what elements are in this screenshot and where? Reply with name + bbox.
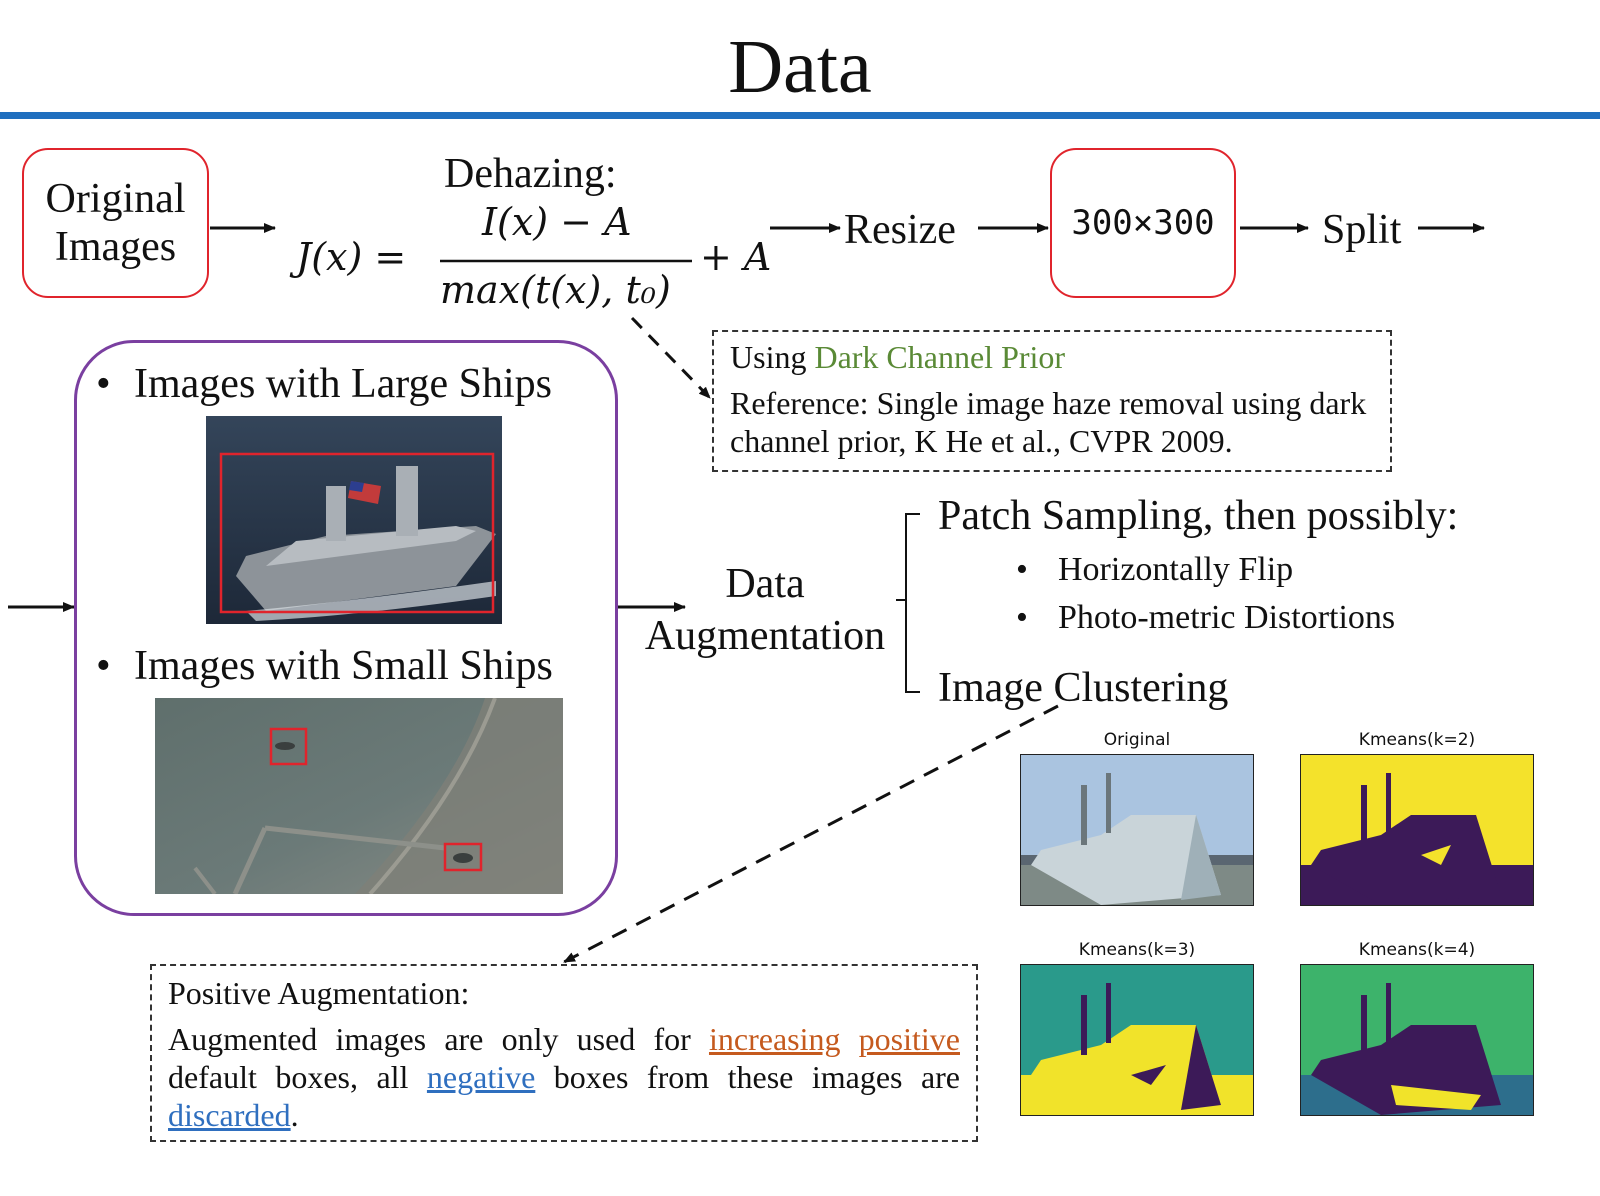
highlight-discarded: discarded: [168, 1097, 291, 1133]
page-title: Data: [728, 25, 872, 109]
formula-denominator: max(t(x), t₀): [440, 268, 671, 312]
original-images-label: Original Images: [45, 176, 186, 270]
positive-note-text-3: boxes from these images are: [535, 1059, 961, 1095]
panel-kmeans-3: [1020, 964, 1254, 1116]
size-label: 300×300: [1071, 203, 1215, 243]
formula-lhs: J(x) =: [296, 235, 407, 279]
data-augmentation-line1: Data: [725, 561, 805, 607]
bullet: •: [96, 361, 111, 407]
large-ships-label: Images with Large Ships: [134, 361, 552, 407]
positive-note-text-2: default boxes, all: [168, 1059, 427, 1095]
image-clustering-label: Image Clustering: [938, 665, 1229, 711]
title-divider: [0, 112, 1600, 119]
dehazing-label: Dehazing:: [444, 151, 617, 197]
panel-caption-k3: Kmeans(k=3): [1078, 940, 1196, 960]
large-ships-item: • Images with Large Ships: [96, 360, 552, 408]
large-ship-bbox: [219, 452, 495, 614]
augmentation-brace: [896, 513, 920, 693]
small-ships-label: Images with Small Ships: [134, 643, 553, 689]
highlight-negative: negative: [426, 1059, 536, 1095]
formula-plus-a: + A: [700, 235, 772, 279]
panel-original: [1020, 754, 1254, 906]
original-images-box: Original Images: [22, 148, 209, 298]
examples-box: [74, 340, 618, 916]
dcp-reference: Reference: Single image haze removal usi…: [730, 385, 1367, 459]
split-label: Split: [1322, 207, 1402, 253]
flip-label: Horizontally Flip: [1058, 551, 1294, 588]
flip-item: • Horizontally Flip: [1016, 550, 1293, 590]
dcp-note: Using Dark Channel Prior Reference: Sing…: [712, 330, 1392, 472]
formula-numerator: I(x) − A: [482, 200, 632, 244]
positive-note-heading: Positive Augmentation:: [168, 975, 470, 1011]
photometric-label: Photo-metric Distortions: [1058, 599, 1396, 636]
panel-caption-k4: Kmeans(k=4): [1358, 940, 1476, 960]
resize-label: Resize: [844, 207, 956, 253]
positive-augmentation-note: Positive Augmentation: Augmented images …: [150, 964, 978, 1142]
highlight-increasing: increasing: [708, 1021, 841, 1057]
panel-caption-original: Original: [1103, 730, 1171, 750]
bullet: •: [1016, 599, 1028, 636]
dcp-method: Dark Channel Prior: [814, 339, 1066, 375]
small-ships-item: • Images with Small Ships: [96, 642, 553, 690]
size-box: 300×300: [1050, 148, 1236, 298]
panel-kmeans-4: [1300, 964, 1534, 1116]
highlight-positive: positive: [858, 1021, 960, 1057]
dashed-arrow-to-dcp-note: [630, 316, 712, 400]
small-ship-bbox-1: [269, 727, 308, 766]
dcp-using-prefix: Using: [730, 339, 815, 375]
positive-note-body: Augmented images are only used for incre…: [168, 1020, 960, 1134]
small-ship-bbox-2: [443, 842, 483, 872]
small-ship-image: [155, 698, 563, 894]
positive-note-text-1: Augmented images are only used for: [168, 1021, 709, 1057]
bullet: •: [1016, 551, 1028, 588]
dashed-arrow-to-positive-note: [563, 704, 1059, 964]
panel-kmeans-2: [1300, 754, 1534, 906]
dcp-using-line: Using Dark Channel Prior: [730, 338, 1374, 376]
data-augmentation-label: Data Augmentation: [640, 560, 890, 660]
photometric-item: • Photo-metric Distortions: [1016, 598, 1395, 638]
patch-sampling-label: Patch Sampling, then possibly:: [938, 493, 1459, 539]
data-augmentation-line2: Augmentation: [644, 613, 886, 659]
bullet: •: [96, 643, 111, 689]
positive-note-text-4: .: [290, 1097, 299, 1133]
large-ship-image: [206, 416, 502, 624]
panel-caption-k2: Kmeans(k=2): [1358, 730, 1476, 750]
